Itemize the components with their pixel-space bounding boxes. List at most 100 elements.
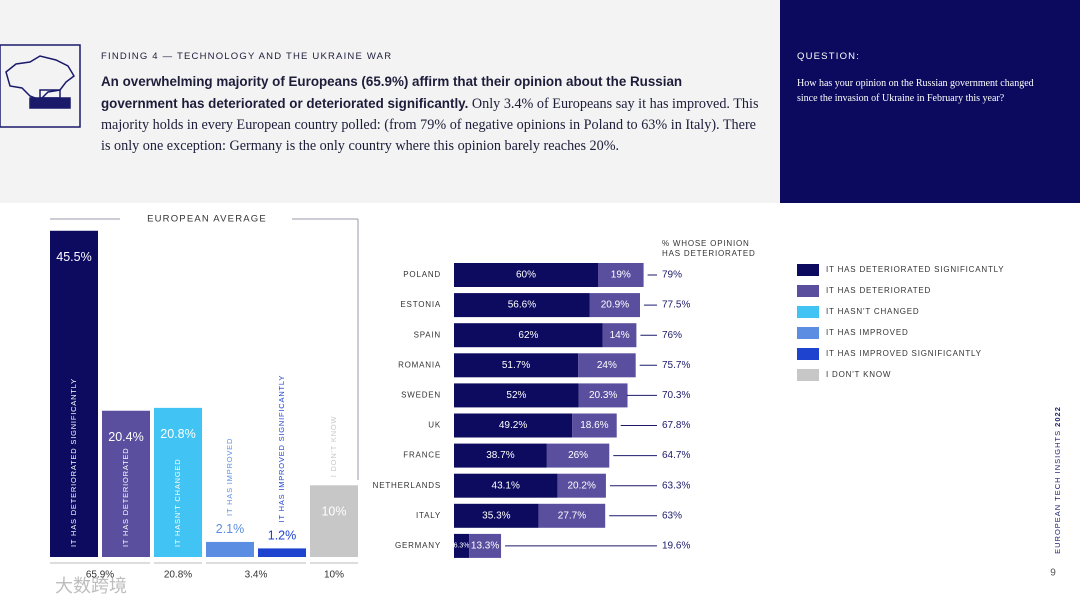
value-label: 20.3% [589, 390, 617, 401]
value-label: 27.7% [558, 510, 586, 521]
finding-text: An overwhelming majority of Europeans (6… [101, 71, 761, 157]
bar-segment [454, 443, 547, 468]
total-label: 19.6% [662, 541, 690, 552]
chart-title: EUROPEAN AVERAGE [147, 214, 267, 225]
header-band [0, 0, 780, 203]
value-label: 56.6% [508, 300, 536, 311]
value-label: 10% [321, 505, 346, 519]
category-label: IT HASN'T CHANGED [173, 458, 182, 547]
value-label: 20.9% [601, 300, 629, 311]
total-label: 76% [662, 330, 682, 341]
category-label: ROMANIA [398, 360, 441, 369]
value-label: 24% [597, 360, 617, 371]
bar-segment [454, 503, 539, 528]
total-label: 67.8% [662, 420, 690, 431]
category-label: ESTONIA [400, 300, 441, 309]
total-label: 79% [662, 270, 682, 281]
value-label: 60% [516, 270, 536, 281]
legend-label: IT HAS DETERIORATED SIGNIFICANTLY [826, 265, 1004, 274]
group-total: 65.9% [86, 570, 114, 581]
category-label: ITALY [416, 511, 441, 520]
legend-swatch [797, 264, 819, 276]
group-total: 3.4% [245, 570, 268, 581]
total-label: 75.7% [662, 360, 690, 371]
legend-swatch [797, 285, 819, 297]
value-label: 43.1% [492, 480, 520, 491]
value-label: 26% [568, 450, 588, 461]
value-label: 52% [506, 390, 526, 401]
bar [50, 230, 98, 557]
legend-label: IT HAS DETERIORATED [826, 286, 931, 295]
total-label: 64.7% [662, 450, 690, 461]
page-number: 9 [1050, 568, 1056, 579]
bar-segment [454, 323, 603, 348]
value-label: 14% [610, 330, 630, 341]
total-label: 77.5% [662, 300, 690, 311]
value-label: 13.3% [471, 541, 499, 552]
legend-label: IT HAS IMPROVED SIGNIFICANTLY [826, 349, 982, 358]
category-label: IT HAS DETERIORATED [121, 447, 130, 547]
value-label: 35.3% [482, 510, 510, 521]
category-label: FRANCE [403, 451, 441, 460]
total-label: 70.3% [662, 390, 690, 401]
bar-segment [454, 383, 579, 408]
question-box [780, 0, 1080, 203]
bar-segment [454, 413, 573, 438]
side-year: 2022 [1053, 406, 1062, 427]
chart-title: % WHOSE OPINION HAS DETERIORATED [662, 239, 756, 258]
lead-text: An overwhelming majority of Europeans (6… [101, 74, 683, 111]
finding-label: FINDING 4 — TECHNOLOGY AND THE UKRAINE W… [101, 51, 393, 62]
bar-segment [589, 293, 640, 318]
legend-label: IT HAS IMPROVED [826, 328, 909, 337]
value-label: 20.4% [108, 430, 143, 444]
value-label: 49.2% [499, 420, 527, 431]
side-label: EUROPEAN TECH INSIGHTS 2022 [1053, 406, 1062, 554]
legend-swatch [797, 327, 819, 339]
question-text: How has your opinion on the Russian gove… [797, 78, 1034, 104]
watermark: 大数跨境 [55, 576, 127, 596]
total-label: 63.3% [662, 480, 690, 491]
side-name: EUROPEAN TECH INSIGHTS [1053, 430, 1062, 554]
bar-segment [454, 353, 579, 378]
question-label: QUESTION: [797, 51, 861, 62]
value-label: 38.7% [486, 450, 514, 461]
bar-segment [572, 413, 617, 438]
bar-segment [578, 353, 636, 378]
body-text: Only 3.4% of Europeans say it has improv… [101, 96, 759, 154]
bar-segment [578, 383, 628, 408]
bar [102, 410, 150, 557]
value-label: 19% [611, 270, 631, 281]
legend-swatch [797, 306, 819, 318]
value-label: 45.5% [56, 250, 91, 264]
category-label: SPAIN [414, 330, 441, 339]
bar-segment [469, 533, 502, 558]
category-label: IT HAS IMPROVED SIGNIFICANTLY [277, 375, 286, 523]
bar-segment [454, 293, 590, 318]
category-label: I DON'T KNOW [329, 415, 338, 477]
value-label: 1.2% [268, 529, 297, 543]
value-label: 20.8% [160, 427, 195, 441]
value-label: 2.1% [216, 522, 245, 536]
legend-swatch [797, 348, 819, 360]
bar-segment [598, 263, 644, 287]
bar-segment [538, 503, 606, 528]
bar-segment [454, 473, 558, 498]
category-label: IT HAS DETERIORATED SIGNIFICANTLY [69, 378, 78, 547]
bar-segment [454, 263, 598, 287]
category-label: NETHERLANDS [373, 481, 441, 490]
bar-segment [557, 473, 606, 498]
legend-label: IT HASN'T CHANGED [826, 307, 920, 316]
bar [310, 485, 358, 557]
category-label: UK [428, 421, 441, 430]
bar-segment [602, 323, 637, 348]
value-label: 20.2% [568, 480, 596, 491]
bar [258, 548, 306, 557]
value-label: 6.3% [454, 543, 470, 550]
category-label: GERMANY [395, 541, 441, 550]
average-frame [50, 218, 359, 480]
category-label: POLAND [403, 270, 441, 279]
bar [206, 541, 254, 557]
ukraine-icon [0, 44, 81, 128]
value-label: 51.7% [502, 360, 530, 371]
